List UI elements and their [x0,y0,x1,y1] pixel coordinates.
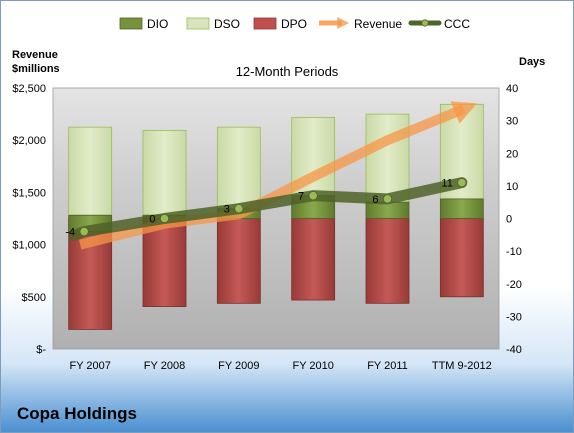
right-axis: 40 30 20 10 0 -10 -20 -30 -40 [506,83,522,356]
ccc-data-label: 11 [441,178,452,190]
right-tick-label: -30 [506,311,522,323]
right-tick-label: 30 [506,116,518,128]
ccc-point [457,178,467,188]
ccc-data-label: 3 [224,204,230,216]
bar-dpo [439,218,484,298]
legend-label-revenue: Revenue [354,17,402,31]
bar-dpo [291,218,336,301]
ccc-point [382,194,393,204]
company-name: Copa Holdings [17,404,137,423]
left-tick-label: $2,000 [12,135,46,147]
legend-marker-ccc [421,19,429,27]
legend-label-dso: DSO [214,17,240,31]
ccc-data-label: -4 [65,227,75,239]
ccc-data-label: 7 [298,191,304,203]
legend-label-dio: DIO [147,17,168,31]
category-label: FY 2011 [367,360,408,372]
legend-item-ccc: CCC [408,17,470,31]
bar-dpo [216,218,261,304]
ccc-data-label: 6 [372,194,378,206]
left-tick-label: $1,500 [12,187,46,199]
bar-dso [142,130,187,216]
legend-item-dio: DIO [119,17,168,31]
left-axis-label-line1: Revenue [12,49,58,61]
revenue-series [78,101,478,250]
category-label: FY 2010 [292,360,333,372]
right-tick-label: -20 [506,279,522,291]
bar-series [68,103,484,330]
legend: DIO DSO DPO Revenue CCC [119,16,470,31]
ccc-data-label: 0 [149,214,155,226]
left-tick-label: $1,000 [12,240,46,252]
right-tick-label: 20 [506,148,518,160]
right-tick-label: -10 [506,246,522,258]
category-label: TTM 9-2012 [432,360,492,372]
bar-dpo [365,218,410,304]
legend-label-dpo: DPO [281,17,307,31]
category-label: FY 2009 [218,360,259,372]
legend-item-dso: DSO [186,17,240,31]
bar-dso [216,126,261,210]
bar-dpo [142,218,187,307]
right-axis-label: Days [519,56,545,68]
ccc-point [234,204,244,214]
bar-dso [68,126,113,216]
right-tick-label: 40 [506,83,518,95]
ccc-point [308,191,318,201]
left-axis: $2,500 $2,000 $1,500 $1,000 $500 $- [12,83,46,356]
right-tick-label: -40 [506,344,522,356]
legend-swatch-dpo [253,17,277,30]
left-axis-label-line2: $millions [12,63,60,75]
category-axis: FY 2007 FY 2008 FY 2009 FY 2010 FY 2011 TTM 9… [69,360,491,372]
legend-item-revenue: Revenue [319,16,402,31]
legend-swatch-dso [186,17,210,30]
bar-dio [439,198,484,219]
chart-title: 12-Month Periods [236,64,339,79]
left-tick-label: $- [36,344,46,356]
left-tick-label: $2,500 [12,83,46,95]
ccc-point [159,213,170,224]
ccc-series: -4 0 3 7 6 11 [65,177,468,241]
bar-dso [365,113,410,203]
plot-area [52,87,500,350]
legend-item-dpo: DPO [253,17,307,31]
category-label: FY 2008 [144,360,185,372]
right-tick-label: 10 [506,181,518,193]
category-label: FY 2007 [69,360,110,372]
revenue-line [78,101,478,250]
legend-swatch-dio [119,17,143,30]
right-tick-label: 0 [506,214,512,226]
ccc-point [79,226,89,237]
legend-label-ccc: CCC [444,17,470,31]
left-tick-label: $500 [22,292,46,304]
